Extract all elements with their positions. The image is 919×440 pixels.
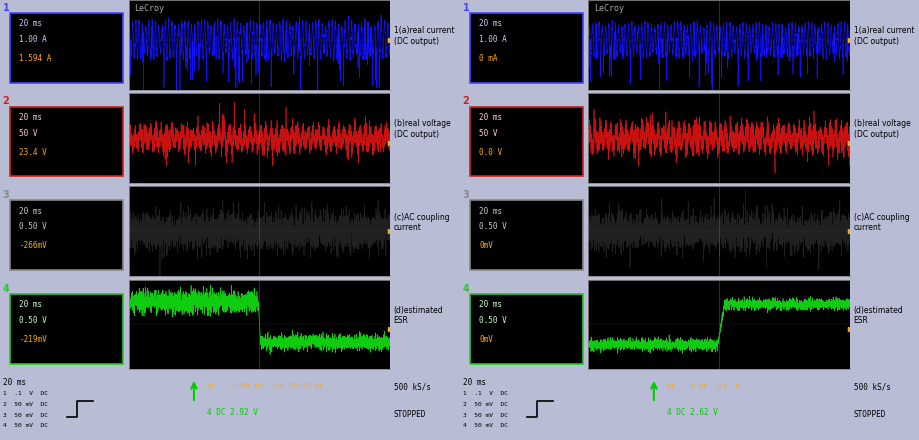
Bar <box>10 13 123 83</box>
Text: 20 ms: 20 ms <box>3 378 26 387</box>
Bar <box>10 200 123 270</box>
Text: 0 mA: 0 mA <box>479 54 498 63</box>
Text: 20 ms: 20 ms <box>479 19 503 28</box>
Text: LeCroy: LeCroy <box>594 4 624 14</box>
Text: 500 kS/s: 500 kS/s <box>854 383 891 392</box>
Text: -219mV: -219mV <box>19 335 47 344</box>
Text: 20 ms: 20 ms <box>19 113 42 122</box>
Text: 1  .1  V  DC: 1 .1 V DC <box>3 391 48 396</box>
Text: STOPPED: STOPPED <box>393 410 426 419</box>
Text: 1: 1 <box>462 3 470 13</box>
Bar <box>471 294 584 364</box>
Text: (c)AC coupling
current: (c)AC coupling current <box>393 213 449 232</box>
Text: 2: 2 <box>853 165 858 174</box>
Text: 4: 4 <box>3 284 9 293</box>
Text: 3  50 mV  DC: 3 50 mV DC <box>462 413 507 418</box>
Text: 4  50 mV  DC: 4 50 mV DC <box>462 423 507 428</box>
Text: 4: 4 <box>392 351 399 360</box>
Text: 3: 3 <box>462 190 470 200</box>
Text: 50 V: 50 V <box>479 128 498 138</box>
Text: 0.50 V: 0.50 V <box>479 316 507 325</box>
Text: 20 ms: 20 ms <box>462 378 485 387</box>
Bar <box>471 107 584 176</box>
Text: 0mV: 0mV <box>479 241 494 250</box>
Text: 3  50 mV  DC: 3 50 mV DC <box>3 413 48 418</box>
Text: 4  50 mV  DC: 4 50 mV DC <box>3 423 48 428</box>
Text: 20 ms: 20 ms <box>19 300 42 309</box>
Text: 1.00 A: 1.00 A <box>19 35 47 44</box>
Text: 2  50 mV  DC: 2 50 mV DC <box>462 402 507 407</box>
Text: 4: 4 <box>462 284 470 293</box>
Text: Δt    7.966 ms  1/Δ 125.53 kz: Δt 7.966 ms 1/Δ 125.53 kz <box>207 383 323 389</box>
Text: 0.0 V: 0.0 V <box>479 148 503 157</box>
Text: 1: 1 <box>3 3 9 13</box>
Text: 4 DC 2.92 V: 4 DC 2.92 V <box>207 408 258 417</box>
Text: 20 ms: 20 ms <box>19 19 42 28</box>
Text: 1(a)real current
(DC output): 1(a)real current (DC output) <box>393 26 454 46</box>
Text: 23.4 V: 23.4 V <box>19 148 47 157</box>
Text: 500 kS/s: 500 kS/s <box>393 383 431 392</box>
Text: 2: 2 <box>3 96 9 106</box>
Bar <box>10 294 123 364</box>
Text: (b)real voltage
(DC output): (b)real voltage (DC output) <box>854 119 911 139</box>
Text: 50 V: 50 V <box>19 128 38 138</box>
Bar <box>10 107 123 176</box>
Text: 3: 3 <box>853 258 858 267</box>
Text: 0.50 V: 0.50 V <box>19 316 47 325</box>
Text: 1(a)real current
(DC output): 1(a)real current (DC output) <box>854 26 914 46</box>
Text: Δt    0 μs  1/Δ  ∞: Δt 0 μs 1/Δ ∞ <box>667 383 739 389</box>
Text: (d)estimated
ESR: (d)estimated ESR <box>393 306 443 325</box>
Text: 0.50 V: 0.50 V <box>19 222 47 231</box>
Text: (c)AC coupling
current: (c)AC coupling current <box>854 213 909 232</box>
Bar <box>471 200 584 270</box>
Text: 0mV: 0mV <box>479 335 494 344</box>
Text: 1.594 A: 1.594 A <box>19 54 51 63</box>
Text: 2  50 mV  DC: 2 50 mV DC <box>3 402 48 407</box>
Text: 4: 4 <box>853 351 858 360</box>
Text: 1  .1  V  DC: 1 .1 V DC <box>462 391 507 396</box>
Text: STOPPED: STOPPED <box>854 410 886 419</box>
Text: -266mV: -266mV <box>19 241 47 250</box>
Text: 4 DC 2.62 V: 4 DC 2.62 V <box>667 408 718 417</box>
Text: 20 ms: 20 ms <box>479 206 503 216</box>
Text: 2: 2 <box>462 96 470 106</box>
Text: 1.00 A: 1.00 A <box>479 35 507 44</box>
Text: 20 ms: 20 ms <box>19 206 42 216</box>
Text: 2: 2 <box>392 165 399 174</box>
Text: 0.50 V: 0.50 V <box>479 222 507 231</box>
Text: 3: 3 <box>392 258 399 267</box>
Text: 20 ms: 20 ms <box>479 113 503 122</box>
Text: 3: 3 <box>3 190 9 200</box>
Text: LeCroy: LeCroy <box>134 4 164 14</box>
Text: 20 ms: 20 ms <box>479 300 503 309</box>
Bar <box>471 13 584 83</box>
Text: (d)estimated
ESR: (d)estimated ESR <box>854 306 903 325</box>
Text: (b)real voltage
(DC output): (b)real voltage (DC output) <box>393 119 450 139</box>
